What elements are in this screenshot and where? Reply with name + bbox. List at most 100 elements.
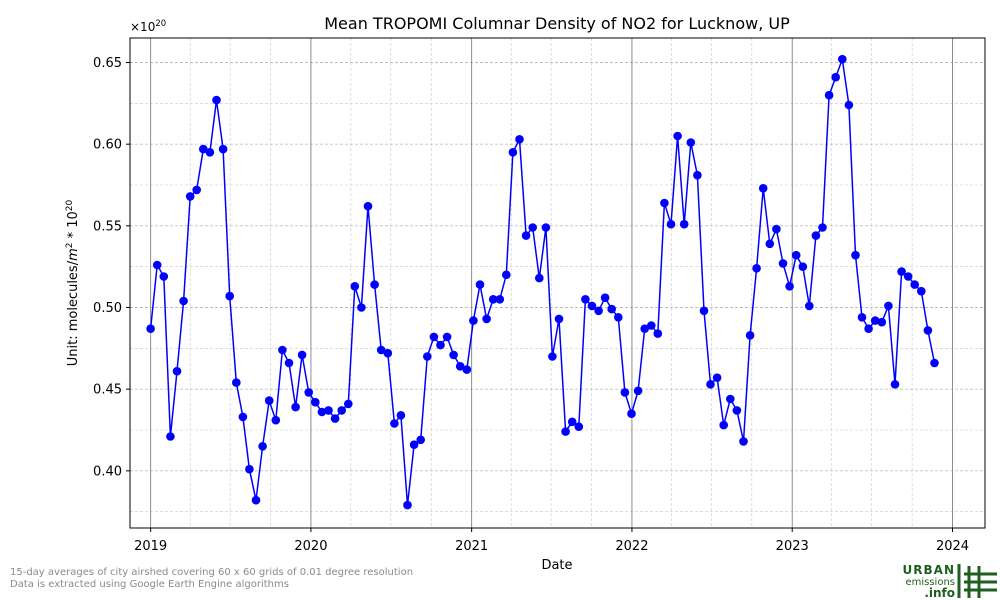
y-tick-label: 0.55 [93, 219, 122, 234]
data-point [317, 407, 327, 417]
x-tick-label: 2019 [134, 539, 167, 554]
data-point [811, 231, 821, 240]
ylabel-m-exp: 2 [65, 243, 75, 249]
data-point [752, 264, 761, 273]
data-point [528, 223, 537, 232]
data-point [475, 280, 485, 289]
data-point [838, 54, 847, 64]
data-point [179, 296, 188, 306]
chart-title: Mean TROPOMI Columnar Density of NO2 for… [324, 14, 790, 33]
data-point [284, 358, 294, 368]
data-point [831, 72, 840, 82]
data-point [857, 313, 867, 322]
data-point [758, 184, 768, 193]
x-tick-label: 2022 [615, 539, 648, 554]
data-point [739, 437, 748, 446]
data-point [732, 406, 742, 415]
data-point [864, 324, 873, 334]
data-point [416, 435, 426, 445]
y-tick-label: 0.50 [93, 301, 122, 316]
data-point [449, 350, 458, 360]
data-point [620, 388, 630, 397]
data-point [930, 358, 939, 368]
data-point [726, 394, 735, 404]
data-point [469, 316, 478, 325]
data-point [521, 231, 531, 240]
data-point [541, 223, 551, 232]
data-point [633, 386, 643, 396]
data-point [818, 223, 827, 232]
data-point [778, 259, 788, 268]
data-point [903, 272, 913, 281]
footnote-line-1: 15-day averages of city airshed covering… [10, 567, 414, 578]
data-point [488, 295, 498, 304]
data-point [791, 250, 801, 260]
data-point [251, 495, 261, 505]
x-tick-label: 2023 [776, 539, 809, 554]
data-point [627, 409, 636, 419]
data-point [172, 366, 182, 376]
data-point [798, 262, 808, 272]
data-point [212, 95, 221, 105]
ylabel-ten-exp: 20 [65, 199, 75, 211]
data-point [745, 331, 755, 340]
data-point [482, 314, 491, 324]
data-point [877, 317, 887, 327]
data-point [390, 419, 399, 428]
y-offset-label: ×1020 [130, 19, 166, 34]
data-point [508, 148, 518, 157]
logo-line-3: .info [924, 586, 955, 600]
ylabel-pre: Unit: molecules/ [66, 260, 81, 366]
data-point [699, 306, 709, 316]
data-point [311, 397, 320, 407]
data-point [679, 219, 689, 229]
data-point [324, 406, 333, 415]
data-point [271, 415, 281, 425]
data-point [205, 148, 215, 157]
data-point [409, 440, 419, 450]
data-point [647, 321, 656, 330]
data-point [232, 378, 241, 387]
data-point [370, 280, 379, 289]
data-point [917, 286, 926, 296]
data-point [218, 144, 228, 154]
data-point [429, 332, 439, 342]
x-tick-label: 2024 [936, 539, 969, 554]
data-point [587, 301, 597, 311]
x-tick-label: 2020 [294, 539, 327, 554]
data-point [693, 170, 702, 180]
footnote-line-2: Data is extracted using Google Earth Eng… [10, 579, 289, 590]
series-markers [146, 54, 939, 510]
x-axis-label: Date [541, 558, 572, 573]
data-point [666, 219, 676, 229]
x-tick-label: 2021 [455, 539, 488, 554]
y-tick-label: 0.60 [93, 138, 122, 153]
y-tick-label: 0.65 [93, 56, 122, 71]
data-point [159, 272, 169, 281]
y-tick-label: 0.40 [93, 464, 122, 479]
data-point [706, 380, 715, 389]
data-point [344, 399, 353, 409]
data-point [805, 301, 814, 311]
data-point [910, 280, 919, 289]
data-point [152, 260, 162, 270]
data-point [455, 362, 465, 371]
data-point [258, 442, 267, 451]
data-point [515, 135, 524, 144]
series-line [149, 58, 936, 506]
data-point [884, 301, 893, 311]
grid-lines [130, 38, 985, 528]
data-point [436, 340, 445, 350]
data-point [291, 402, 300, 412]
data-point [502, 270, 511, 280]
data-point [923, 326, 933, 335]
data-point [897, 267, 906, 276]
data-point [844, 100, 854, 110]
data-point [594, 306, 603, 316]
data-point [870, 316, 880, 325]
data-point [462, 365, 472, 374]
data-point [554, 314, 564, 324]
logo-line-1: URBAN [903, 563, 955, 577]
data-point [574, 422, 584, 432]
